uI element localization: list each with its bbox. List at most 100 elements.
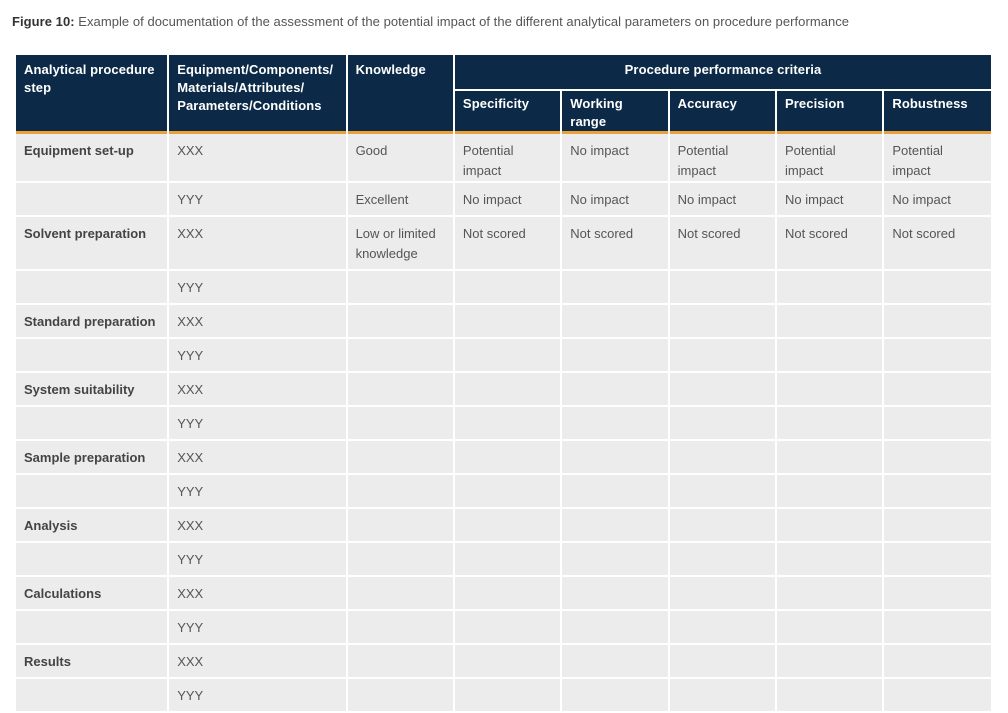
knowledge-cell: [347, 305, 453, 339]
equipment-cell: XXX: [169, 441, 346, 475]
table-row: YYY: [16, 339, 991, 373]
equipment-cell: XXX: [169, 134, 346, 183]
specificity-cell: No impact: [454, 183, 561, 217]
step-cell: Results: [16, 645, 168, 679]
header-analytical-step: Analytical procedure step: [16, 55, 168, 134]
specificity-cell: [454, 339, 561, 373]
specificity-cell: Not scored: [454, 217, 561, 271]
step-cell: [16, 475, 168, 509]
accuracy-cell: [669, 373, 775, 407]
equipment-cell: YYY: [169, 183, 346, 217]
step-cell: System suitability: [16, 373, 168, 407]
header-robustness: Robustness: [884, 89, 991, 134]
specificity-cell: [454, 305, 561, 339]
precision-cell: [777, 407, 883, 441]
knowledge-cell: [347, 611, 453, 645]
step-cell: Sample preparation: [16, 441, 168, 475]
working-range-cell: [562, 339, 668, 373]
specificity-cell: [454, 509, 561, 543]
table-header: Analytical procedure step Equipment/Comp…: [16, 55, 991, 134]
table-row: Equipment set-up XXX Good Potential impact N…: [16, 134, 991, 183]
specificity-cell: [454, 475, 561, 509]
accuracy-cell: [669, 543, 775, 577]
header-specificity: Specificity: [454, 89, 561, 134]
precision-cell: [777, 645, 883, 679]
robustness-cell: [884, 611, 991, 645]
step-cell: [16, 339, 168, 373]
robustness-cell: [884, 645, 991, 679]
header-accuracy: Accuracy: [669, 89, 775, 134]
specificity-cell: Potential impact: [454, 134, 561, 183]
accuracy-cell: [669, 679, 775, 713]
precision-cell: [777, 305, 883, 339]
knowledge-cell: Good: [347, 134, 453, 183]
header-working-range: Working range: [562, 89, 668, 134]
knowledge-cell: [347, 373, 453, 407]
specificity-cell: [454, 407, 561, 441]
equipment-cell: YYY: [169, 407, 346, 441]
figure-label: Figure 10:: [12, 14, 75, 29]
equipment-cell: XXX: [169, 509, 346, 543]
precision-cell: [777, 543, 883, 577]
precision-cell: [777, 373, 883, 407]
knowledge-cell: [347, 679, 453, 713]
specificity-cell: [454, 679, 561, 713]
accuracy-cell: [669, 339, 775, 373]
precision-cell: [777, 441, 883, 475]
knowledge-cell: Excellent: [347, 183, 453, 217]
robustness-cell: [884, 679, 991, 713]
accuracy-cell: [669, 645, 775, 679]
equipment-cell: YYY: [169, 271, 346, 305]
equipment-cell: XXX: [169, 217, 346, 271]
header-performance-criteria: Procedure performance criteria: [454, 55, 991, 89]
accuracy-cell: No impact: [669, 183, 775, 217]
working-range-cell: [562, 271, 668, 305]
robustness-cell: Not scored: [884, 217, 991, 271]
step-cell: [16, 271, 168, 305]
precision-cell: [777, 475, 883, 509]
step-cell: [16, 183, 168, 217]
precision-cell: Potential impact: [777, 134, 883, 183]
table-row: Solvent preparation XXX Low or limited kno…: [16, 217, 991, 271]
robustness-cell: [884, 577, 991, 611]
accuracy-cell: [669, 407, 775, 441]
working-range-cell: No impact: [562, 183, 668, 217]
knowledge-cell: Low or limited knowledge: [347, 217, 453, 271]
accuracy-cell: [669, 509, 775, 543]
table-row: YYY Excellent No impact No impact No impact N…: [16, 183, 991, 217]
step-cell: [16, 679, 168, 713]
robustness-cell: [884, 407, 991, 441]
header-equipment: Equipment/Components/ Materials/Attribut…: [169, 55, 346, 134]
robustness-cell: Potential impact: [884, 134, 991, 183]
step-cell: [16, 543, 168, 577]
equipment-cell: XXX: [169, 373, 346, 407]
robustness-cell: [884, 475, 991, 509]
specificity-cell: [454, 577, 561, 611]
working-range-cell: [562, 543, 668, 577]
step-cell: Equipment set-up: [16, 134, 168, 183]
working-range-cell: [562, 645, 668, 679]
robustness-cell: No impact: [884, 183, 991, 217]
step-cell: [16, 407, 168, 441]
table-row: Calculations XXX: [16, 577, 991, 611]
step-cell: [16, 611, 168, 645]
accuracy-cell: [669, 611, 775, 645]
specificity-cell: [454, 441, 561, 475]
table-row: YYY: [16, 271, 991, 305]
accuracy-cell: [669, 441, 775, 475]
table-row: Results XXX: [16, 645, 991, 679]
equipment-cell: YYY: [169, 611, 346, 645]
table-row: Standard preparation XXX: [16, 305, 991, 339]
working-range-cell: [562, 373, 668, 407]
specificity-cell: [454, 645, 561, 679]
robustness-cell: [884, 305, 991, 339]
precision-cell: [777, 611, 883, 645]
precision-cell: [777, 509, 883, 543]
working-range-cell: No impact: [562, 134, 668, 183]
equipment-cell: YYY: [169, 475, 346, 509]
working-range-cell: [562, 407, 668, 441]
knowledge-cell: [347, 475, 453, 509]
working-range-cell: [562, 305, 668, 339]
equipment-cell: XXX: [169, 645, 346, 679]
robustness-cell: [884, 373, 991, 407]
